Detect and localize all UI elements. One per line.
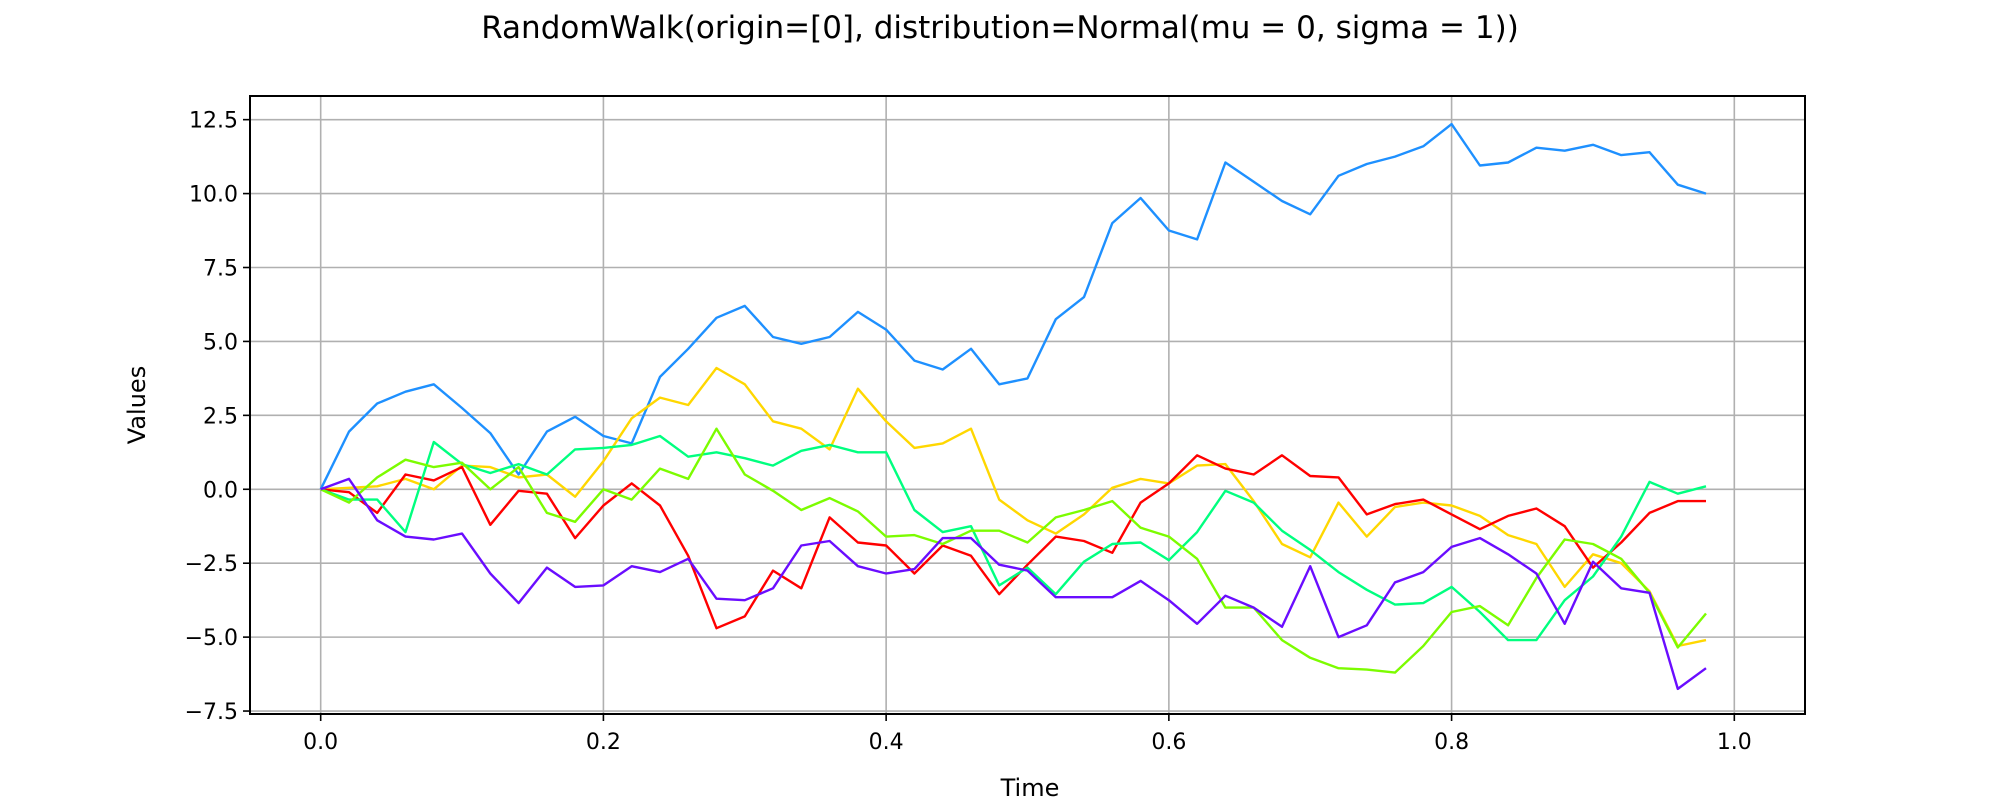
chart-title: RandomWalk(origin=[0], distribution=Norm… [481,10,1519,46]
x-axis-ticks: 0.0 0.2 0.4 0.6 0.8 1.0 [303,714,1752,755]
x-tick-label: 0.8 [1434,730,1469,755]
y-tick-label: 12.5 [189,109,238,134]
y-tick-label: 5.0 [203,330,238,355]
series-line-1 [319,122,1707,490]
x-tick-label: 0.4 [869,730,904,755]
y-tick-label: −5.0 [185,626,238,651]
y-tick-label: 0.0 [203,478,238,503]
x-tick-label: 1.0 [1717,730,1752,755]
series-lines [319,122,1707,691]
y-tick-label: −7.5 [185,700,238,725]
x-tick-label: 0.0 [303,730,338,755]
y-tick-label: 10.0 [189,183,238,208]
grid-lines [250,96,1805,714]
y-tick-label: 7.5 [203,257,238,282]
x-tick-label: 0.6 [1151,730,1186,755]
y-axis-label: Values [123,366,151,444]
y-axis-ticks: −7.5 −5.0 −2.5 0.0 2.5 5.0 7.5 10.0 12.5 [185,109,250,725]
series-line-5 [320,427,1707,674]
x-tick-label: 0.2 [586,730,621,755]
y-tick-label: −2.5 [185,552,238,577]
y-tick-label: 2.5 [203,404,238,429]
series-line-2 [320,366,1707,648]
plot-frame [249,95,1806,715]
x-axis-label: Time [1000,774,1060,800]
series-line-3 [320,454,1706,630]
series-line-6 [320,477,1707,691]
